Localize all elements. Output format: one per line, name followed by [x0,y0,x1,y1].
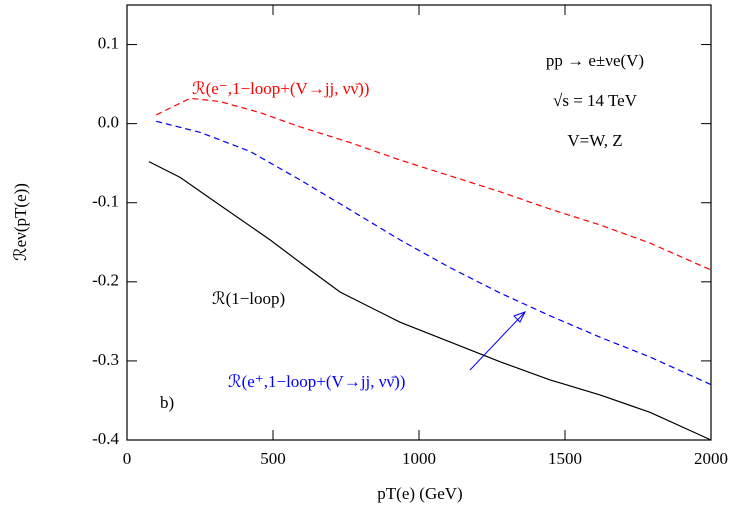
y-tick-label: -0.4 [92,429,119,448]
arrow [469,311,526,371]
x-tick-label: 0 [123,449,132,468]
x-tick-label: 2000 [694,449,728,468]
y-axis-label: ℛeν(pT(e)) [11,183,30,261]
annotation: ℛ(e⁺,1−loop+(V→jj, νν̄)) [228,372,405,391]
data-line [148,161,712,441]
x-axis-label: pT(e) (GeV) [377,484,462,503]
annotation: √s = 14 TeV [553,91,638,110]
annotation: b) [160,393,174,412]
data-line [155,97,712,271]
arrow-head [513,311,527,323]
y-tick-label: 0.0 [98,113,119,132]
y-tick-label: 0.1 [98,33,119,52]
y-tick-label: -0.2 [92,271,119,290]
x-tick-label: 500 [260,449,286,468]
annotation: pp → e±νe(V) [546,51,644,70]
annotation: ℛ(e⁻,1−loop+(V→jj, νν̄)) [192,79,369,98]
annotation: V=W, Z [567,131,622,150]
x-tick-label: 1000 [402,449,436,468]
annotation: ℛ(1−loop) [212,289,285,308]
y-tick-label: -0.1 [92,192,119,211]
x-tick-label: 1500 [548,449,582,468]
plot-frame [126,4,712,441]
y-tick-label: -0.3 [92,350,119,369]
data-line [156,120,712,386]
